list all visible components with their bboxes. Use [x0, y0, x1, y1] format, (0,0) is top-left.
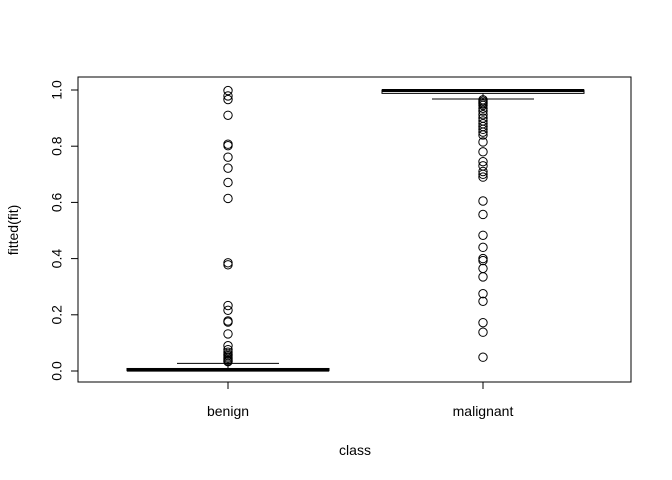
y-axis-label: fitted(fit)	[5, 205, 21, 256]
outlier-point	[223, 140, 233, 151]
outlier-point	[478, 127, 488, 137]
y-tick-label: 1.0	[49, 80, 65, 100]
y-tick-label: 0.4	[49, 249, 65, 269]
outlier-point	[223, 193, 233, 204]
y-tick-label: 0.0	[49, 361, 65, 381]
outlier-point	[223, 317, 233, 327]
y-axis: 0.0 0.2 0.4 0.6 0.8 1.0	[49, 80, 79, 381]
outlier-point	[478, 289, 488, 299]
outlier-point	[478, 156, 488, 167]
y-tick-label: 0.8	[49, 136, 65, 156]
outlier-point	[223, 85, 233, 96]
outlier-point	[478, 103, 488, 113]
x-tick-label: benign	[207, 403, 249, 419]
outlier-point	[478, 169, 488, 180]
boxes	[126, 85, 585, 372]
outlier-point	[223, 91, 233, 101]
y-tick-label: 0.2	[49, 305, 65, 325]
outlier-point	[223, 177, 233, 188]
outlier-point	[478, 130, 488, 140]
outlier-point	[478, 263, 488, 274]
x-axis: benign malignant	[207, 381, 514, 419]
x-tick-label: malignant	[453, 403, 514, 419]
outlier-point	[478, 196, 488, 206]
outlier-point	[478, 272, 488, 282]
outlier-point	[223, 300, 233, 311]
outlier-point	[478, 172, 488, 182]
outlier-point	[223, 110, 233, 120]
outlier-point	[478, 253, 488, 264]
y-tick-label: 0.6	[49, 192, 65, 212]
box-malignant	[381, 89, 585, 362]
outlier-point	[478, 124, 488, 135]
outlier-point	[478, 327, 488, 337]
box-benign	[126, 85, 330, 372]
outlier-point	[478, 230, 488, 240]
outlier-point	[478, 296, 488, 307]
outlier-point	[223, 94, 233, 105]
x-axis-label: class	[339, 442, 371, 458]
outlier-point	[223, 357, 233, 367]
outlier-point	[223, 305, 233, 316]
outlier-point	[478, 317, 488, 328]
outlier-point	[223, 260, 233, 270]
outlier-point	[223, 258, 233, 268]
plot-area-frame	[77, 76, 632, 383]
outlier-point	[478, 242, 488, 253]
outlier-point	[478, 147, 488, 157]
outlier-point	[478, 137, 488, 147]
outlier-point	[478, 106, 488, 116]
outlier-point	[478, 209, 488, 220]
outlier-point	[478, 255, 488, 266]
outlier-point	[223, 163, 233, 173]
outlier-point	[478, 352, 488, 362]
outlier-point	[478, 166, 488, 177]
outlier-point	[478, 110, 488, 120]
outlier-point	[223, 152, 233, 162]
outlier-point	[478, 100, 488, 111]
outlier-point	[223, 329, 233, 339]
